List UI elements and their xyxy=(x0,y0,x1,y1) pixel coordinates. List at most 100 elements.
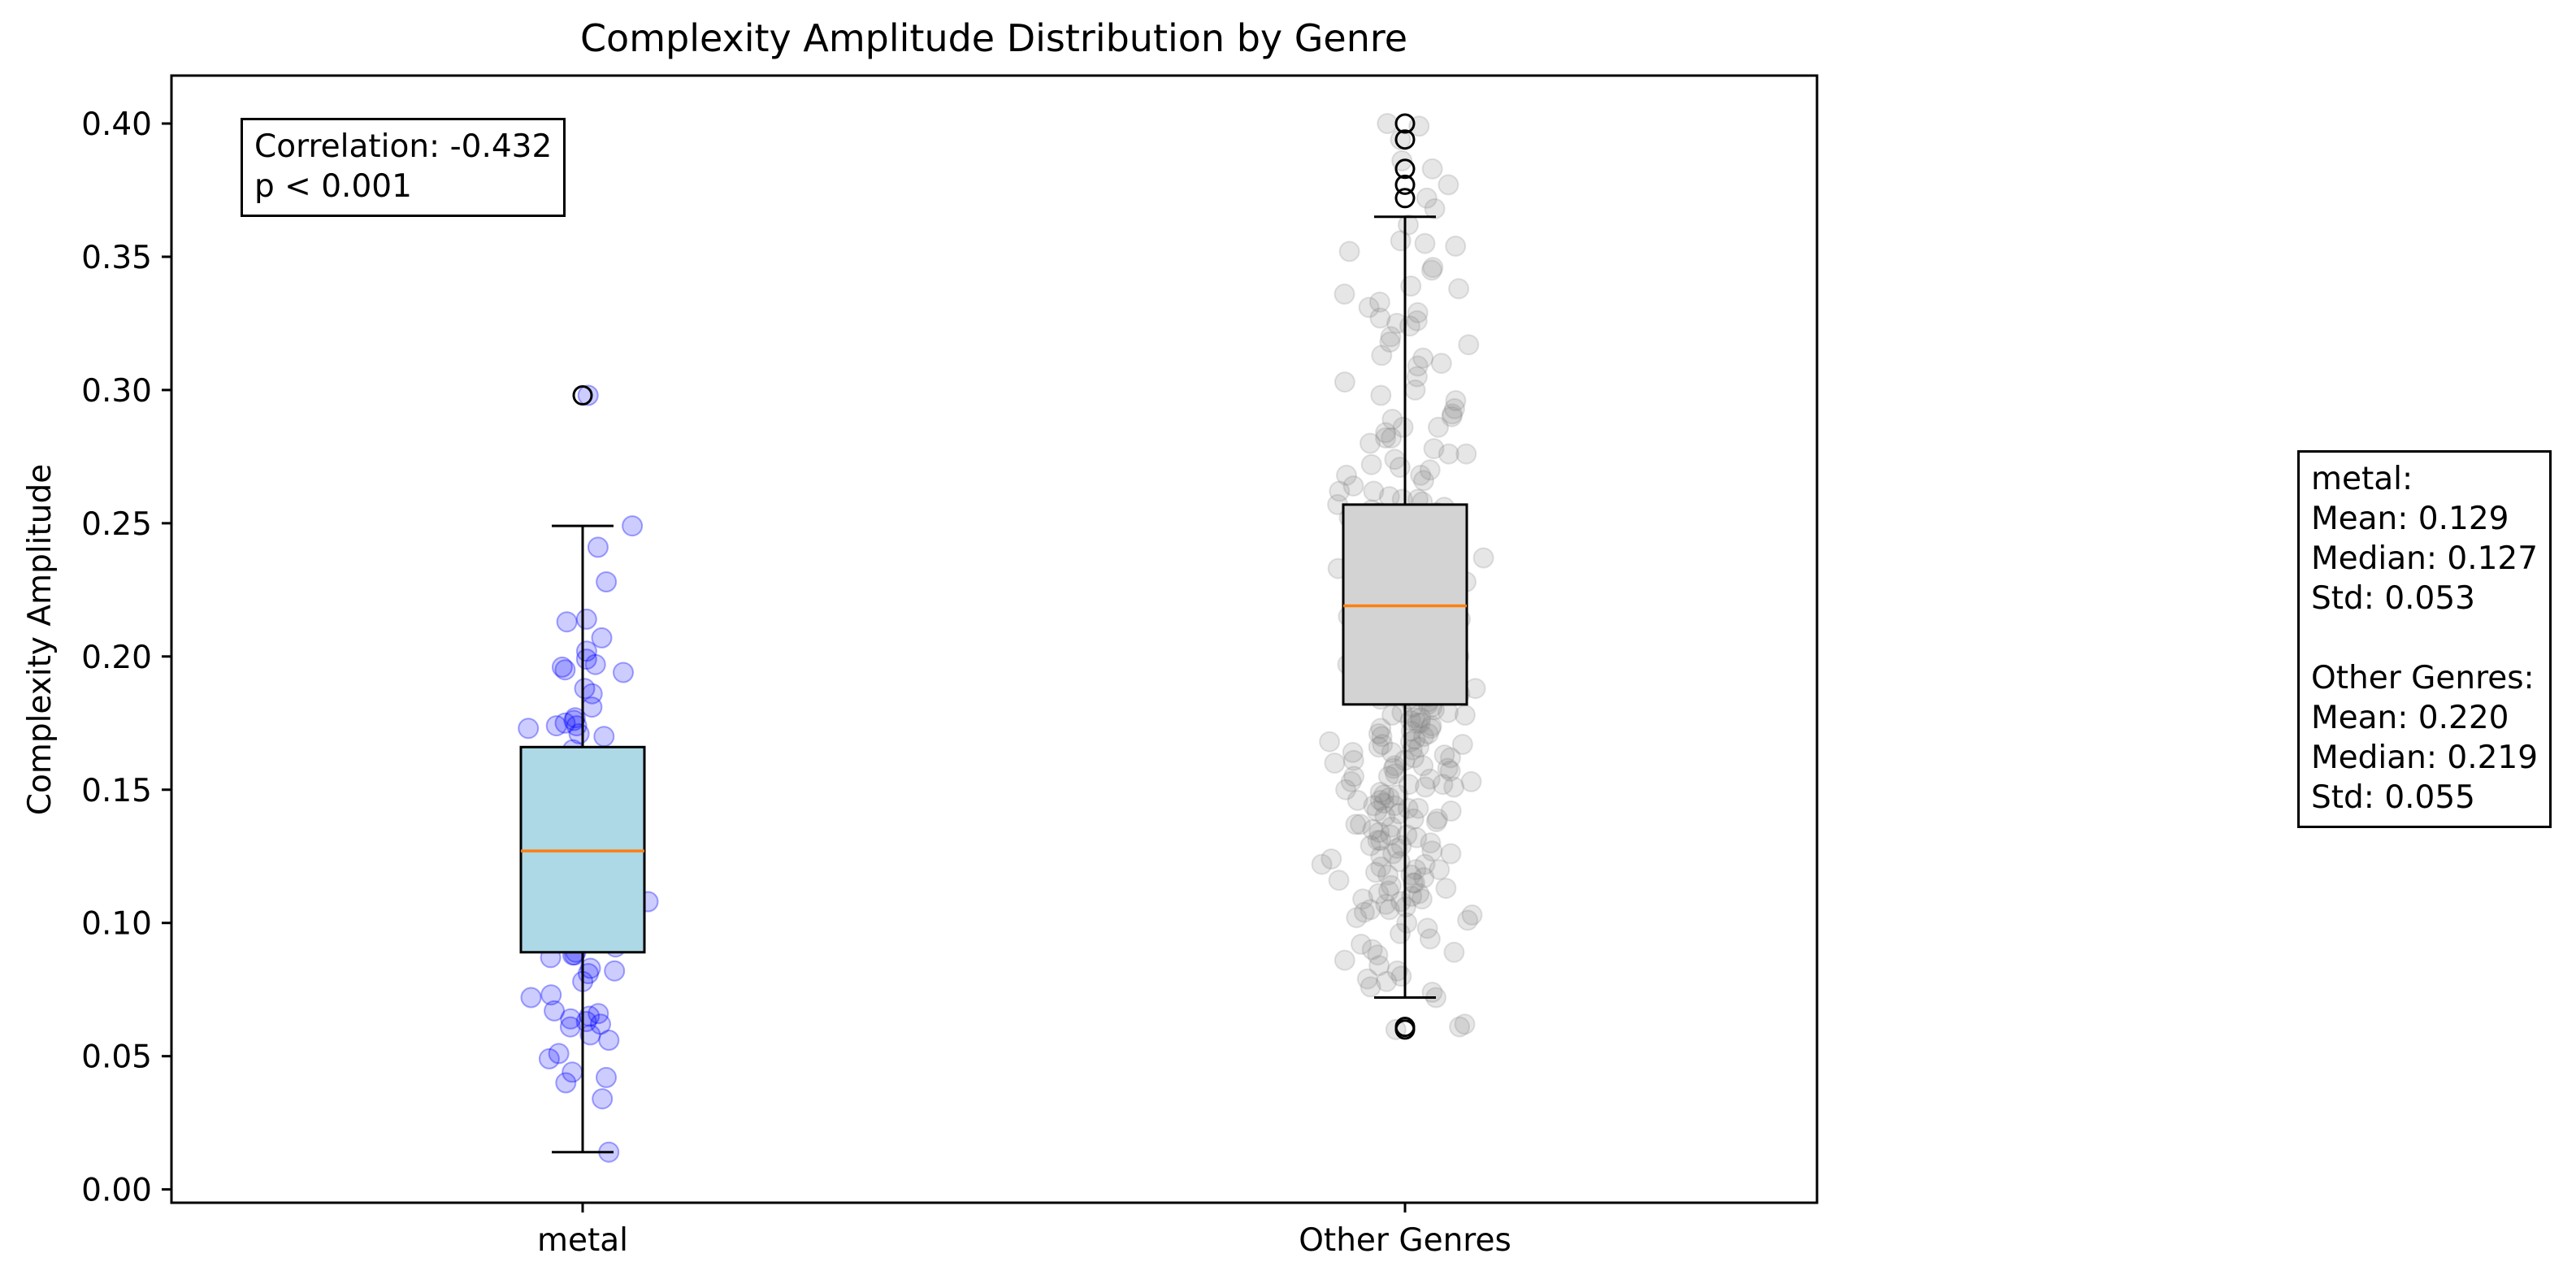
data-point xyxy=(613,662,634,683)
data-point xyxy=(1419,928,1441,950)
metal-std: Std: 0.053 xyxy=(2311,580,2475,617)
data-point xyxy=(1367,944,1389,966)
data-point xyxy=(1400,720,1422,742)
data-point xyxy=(1433,744,1455,766)
data-point xyxy=(560,1008,582,1030)
data-point xyxy=(1350,813,1372,835)
data-point xyxy=(1390,922,1411,944)
data-point xyxy=(1458,334,1480,356)
data-point xyxy=(1353,901,1375,923)
data-point xyxy=(1397,797,1419,819)
data-point xyxy=(1370,384,1392,406)
data-point xyxy=(1449,1016,1471,1038)
data-point xyxy=(1390,128,1412,150)
data-point xyxy=(1324,753,1346,774)
data-point xyxy=(1366,800,1388,822)
data-point xyxy=(1432,774,1454,796)
data-point xyxy=(579,1005,601,1027)
data-point xyxy=(1363,480,1385,502)
data-point xyxy=(1369,782,1391,803)
data-point xyxy=(1375,427,1397,449)
data-point xyxy=(1404,379,1426,401)
data-point xyxy=(1373,792,1394,814)
data-point xyxy=(545,715,567,737)
data-point xyxy=(556,611,578,633)
outlier-marker xyxy=(1394,1019,1416,1040)
data-point xyxy=(538,1048,560,1069)
data-point xyxy=(574,678,596,700)
data-point xyxy=(1435,878,1457,900)
data-point xyxy=(1381,741,1403,763)
data-point xyxy=(1358,297,1380,319)
y-tick-label: 0.25 xyxy=(81,506,152,543)
data-point xyxy=(1360,453,1382,475)
data-point xyxy=(1386,960,1408,982)
data-point xyxy=(1413,867,1435,888)
data-point xyxy=(1373,784,1395,806)
data-point xyxy=(1414,853,1436,875)
data-point xyxy=(1420,259,1442,281)
data-point xyxy=(1414,232,1436,254)
data-point xyxy=(1411,888,1433,910)
data-point xyxy=(1401,739,1423,761)
p-value-text: p < 0.001 xyxy=(254,168,412,205)
data-point xyxy=(591,627,613,649)
data-point xyxy=(1398,774,1420,796)
data-point xyxy=(1381,427,1403,449)
data-point xyxy=(1442,403,1464,425)
data-point xyxy=(1368,955,1390,977)
data-point xyxy=(1372,734,1394,755)
data-point xyxy=(1369,307,1391,329)
data-point xyxy=(1336,464,1357,486)
x-tick-label: Other Genres xyxy=(1299,1222,1511,1259)
data-point xyxy=(1352,888,1374,910)
correlation-annotation: Correlation: -0.432 p < 0.001 xyxy=(241,118,566,217)
data-point xyxy=(1451,734,1473,755)
data-point xyxy=(540,984,562,1006)
data-point xyxy=(1384,755,1406,777)
data-point xyxy=(554,659,576,681)
data-point xyxy=(1444,397,1465,419)
data-point xyxy=(1415,776,1436,798)
data-point xyxy=(1437,757,1459,779)
data-point xyxy=(1376,970,1398,992)
data-point xyxy=(1407,712,1429,734)
data-point xyxy=(1390,230,1412,252)
data-point xyxy=(593,726,615,748)
data-point xyxy=(1455,443,1477,465)
data-point xyxy=(1460,770,1482,792)
data-point xyxy=(1370,856,1392,878)
stats-summary-annotation: metal: Mean: 0.129 Median: 0.127 Std: 0.… xyxy=(2297,450,2552,828)
data-point xyxy=(1334,371,1355,393)
data-point xyxy=(1381,409,1403,430)
data-point xyxy=(1377,880,1399,902)
data-point xyxy=(555,1072,577,1094)
data-point xyxy=(1381,816,1403,838)
data-point xyxy=(1406,310,1428,332)
data-point xyxy=(1371,345,1393,367)
data-point xyxy=(1379,331,1401,353)
data-point xyxy=(1387,784,1409,806)
data-point xyxy=(1369,789,1391,811)
data-point xyxy=(1338,241,1360,262)
data-point xyxy=(544,1000,566,1022)
outlier-marker xyxy=(1394,113,1416,134)
data-point xyxy=(1438,174,1459,196)
data-point xyxy=(1421,840,1443,862)
data-point xyxy=(1334,949,1355,971)
data-point xyxy=(1334,283,1355,305)
data-point xyxy=(584,653,606,675)
chart-title: Complexity Amplitude Distribution by Gen… xyxy=(580,16,1407,60)
data-point xyxy=(1416,917,1438,939)
data-point xyxy=(1448,278,1470,300)
data-point xyxy=(559,1016,581,1038)
data-point xyxy=(1420,715,1442,737)
data-point xyxy=(1445,390,1467,411)
data-point xyxy=(1377,766,1399,787)
data-point xyxy=(622,515,644,537)
data-point xyxy=(1424,197,1446,219)
data-point xyxy=(1399,315,1420,337)
data-point xyxy=(1398,214,1419,236)
data-point xyxy=(1342,741,1364,763)
data-point xyxy=(1363,795,1385,817)
